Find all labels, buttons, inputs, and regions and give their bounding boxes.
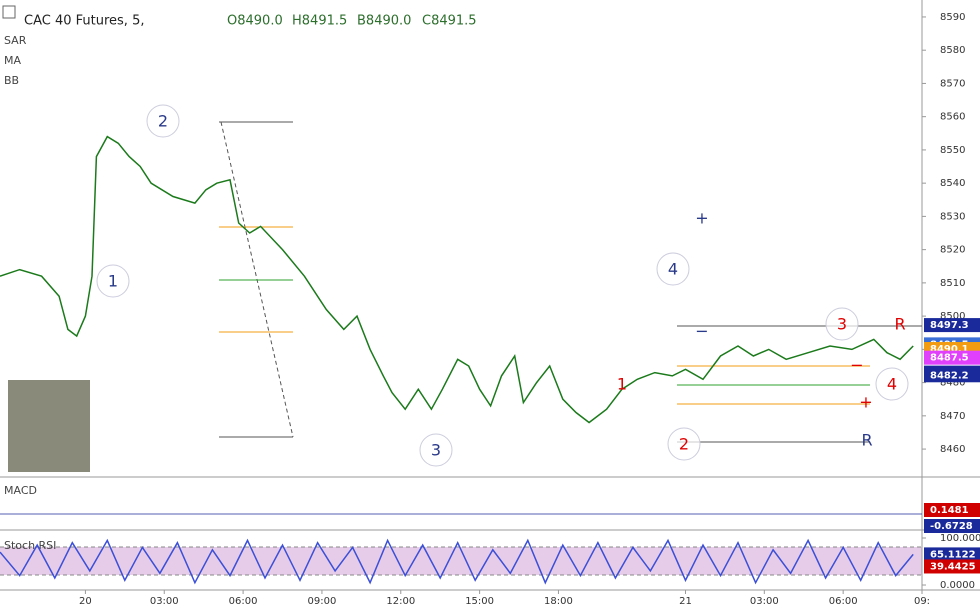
symbol-title: CAC 40 Futures, 5,: [24, 14, 144, 29]
y-tick-label: 8470: [940, 411, 965, 422]
y-tick-label: 8520: [940, 245, 965, 256]
price-tag: [924, 368, 980, 383]
fib-lines: [219, 121, 922, 443]
ohlc-high: H8491.5: [292, 14, 347, 29]
price-tag: [924, 350, 980, 365]
annotation: R: [894, 315, 905, 334]
x-tick-label: 03:00: [150, 596, 179, 607]
x-tick-label: 09:: [914, 596, 930, 607]
y-tick-label: 8580: [940, 45, 965, 56]
x-tick-label: 03:00: [750, 596, 779, 607]
price-tag: [924, 559, 980, 574]
annotation: +: [859, 393, 872, 412]
annotation: 2: [679, 435, 689, 454]
price-line: [0, 135, 914, 424]
x-tick-label: 09:00: [308, 596, 337, 607]
annotation-circle: [667, 427, 701, 461]
menu-button[interactable]: [2, 5, 16, 19]
macd-label[interactable]: MACD: [4, 484, 37, 497]
price-tag-label: 8490.1: [930, 344, 969, 355]
indicator-label[interactable]: BB: [4, 74, 19, 87]
price-line: [0, 538, 914, 585]
annotation: +: [695, 209, 708, 228]
y-tick-label: 8570: [940, 78, 965, 89]
price-tag-label: 8487.5: [930, 353, 969, 364]
annotation: −: [695, 322, 708, 341]
annotation-circle: [875, 367, 909, 401]
y-tick-label: 8540: [940, 178, 965, 189]
annotation: 4: [668, 260, 678, 279]
y-tick-label: 8500: [940, 311, 965, 322]
annotation: 1: [108, 272, 118, 291]
annotation: −: [850, 356, 863, 375]
y-tick-label: 8590: [940, 12, 965, 23]
indicator-label[interactable]: MA: [4, 54, 21, 67]
annotation: R: [861, 431, 872, 450]
price-tag-label: 8497.3: [930, 320, 969, 331]
x-tick-label: 06:00: [829, 596, 858, 607]
ohlc-open: O8490.0: [227, 14, 283, 29]
x-tick-label: 21: [679, 596, 692, 607]
y-tick-label: 8550: [940, 145, 965, 156]
y-tick-label: 100.0000: [940, 533, 980, 544]
x-tick-label: 15:00: [465, 596, 494, 607]
macd-tag: [924, 503, 980, 517]
y-tick-label: 8510: [940, 278, 965, 289]
annotation: 2: [158, 112, 168, 131]
y-tick-label: 8460: [940, 444, 965, 455]
price-tag-label: 8482.2: [930, 370, 969, 381]
price-tag-label: 39.4425: [930, 561, 976, 572]
price-tag-label: 65.1122: [930, 549, 976, 560]
macd-tag-label: -0.6728: [930, 521, 973, 532]
ohlc-close: C8491.5: [422, 14, 477, 29]
annotation-circle: [96, 264, 130, 298]
annotation-circle: [146, 104, 180, 138]
stoch-band: [0, 547, 922, 575]
indicator-label[interactable]: SAR: [4, 34, 27, 47]
x-tick-label: 18:00: [544, 596, 573, 607]
annotation: 3: [837, 315, 847, 334]
ohlc-bid: B8490.0: [357, 14, 411, 29]
y-tick-label: 0.0000: [940, 580, 975, 591]
macd-tag-label: 0.1481: [930, 505, 969, 516]
annotation: 4: [887, 375, 897, 394]
annotation-circle: [656, 252, 690, 286]
x-tick-label: 20: [79, 596, 92, 607]
y-tick-label: 8530: [940, 211, 965, 222]
annotation: 1: [617, 375, 627, 394]
price-tag: [924, 547, 980, 562]
x-tick-label: 06:00: [229, 596, 258, 607]
x-tick-label: 12:00: [386, 596, 415, 607]
logo-photo: [8, 380, 90, 472]
y-tick-label: 8560: [940, 112, 965, 123]
annotation-circle: [419, 433, 453, 467]
annotation-circle: [825, 307, 859, 341]
annotation: 3: [431, 441, 441, 460]
macd-tag: [924, 519, 980, 533]
price-tag: [924, 318, 980, 333]
y-tick-label: 8480: [940, 378, 965, 389]
stoch-label[interactable]: Stoch RSI: [4, 539, 56, 552]
